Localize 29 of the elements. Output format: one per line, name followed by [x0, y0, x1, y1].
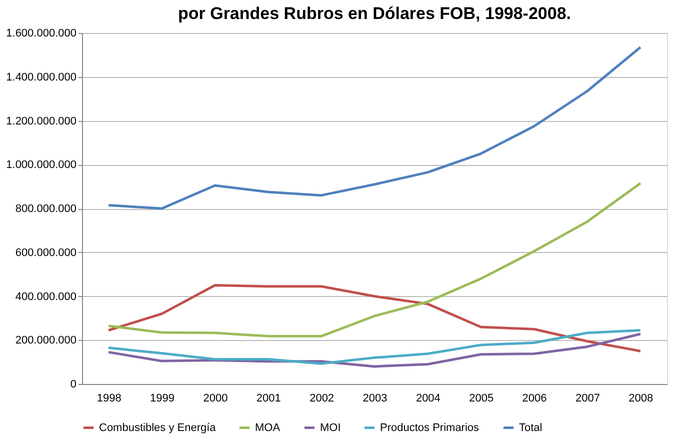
x-tick-label: 2000 [203, 392, 228, 404]
legend-label: MOI [320, 422, 341, 434]
y-tick-label: 1.600.000.000 [6, 28, 76, 40]
x-tick-label: 2003 [362, 392, 388, 404]
y-tick-label: 1.400.000.000 [6, 71, 76, 84]
legend-label: MOA [255, 422, 281, 434]
line-series [107, 284, 642, 352]
x-tick-label: 2002 [310, 392, 334, 404]
x-tick-label: 2007 [575, 392, 600, 404]
y-tick-label: 1.000.000.000 [6, 159, 76, 172]
y-tick-label: 400.000.000 [15, 290, 76, 303]
legend-label: Combustibles y Energía [99, 422, 217, 434]
y-tick-label: 600.000.000 [15, 246, 76, 259]
x-tick-label: 2006 [522, 392, 547, 404]
line-series [107, 46, 642, 210]
legend-label: Total [519, 422, 542, 434]
line-series [107, 182, 642, 338]
x-tick-label: 2008 [628, 392, 654, 404]
x-tick-label: 2005 [469, 392, 494, 404]
x-tick-label: 2004 [416, 392, 440, 404]
y-tick-label: 800.000.000 [15, 203, 76, 215]
y-tick-label: 200.000.000 [15, 334, 76, 347]
legend-label: Productos Primarios [380, 422, 480, 434]
y-tick-label: 1.200.000.000 [6, 115, 76, 128]
y-tick-label: 0 [70, 378, 76, 390]
x-tick-label: 1999 [150, 392, 175, 404]
chart-title: por Grandes Rubros en Dólares FOB, 1998-2008. [178, 4, 572, 23]
x-tick-label: 2001 [256, 392, 281, 404]
x-tick-label: 1998 [96, 392, 122, 404]
